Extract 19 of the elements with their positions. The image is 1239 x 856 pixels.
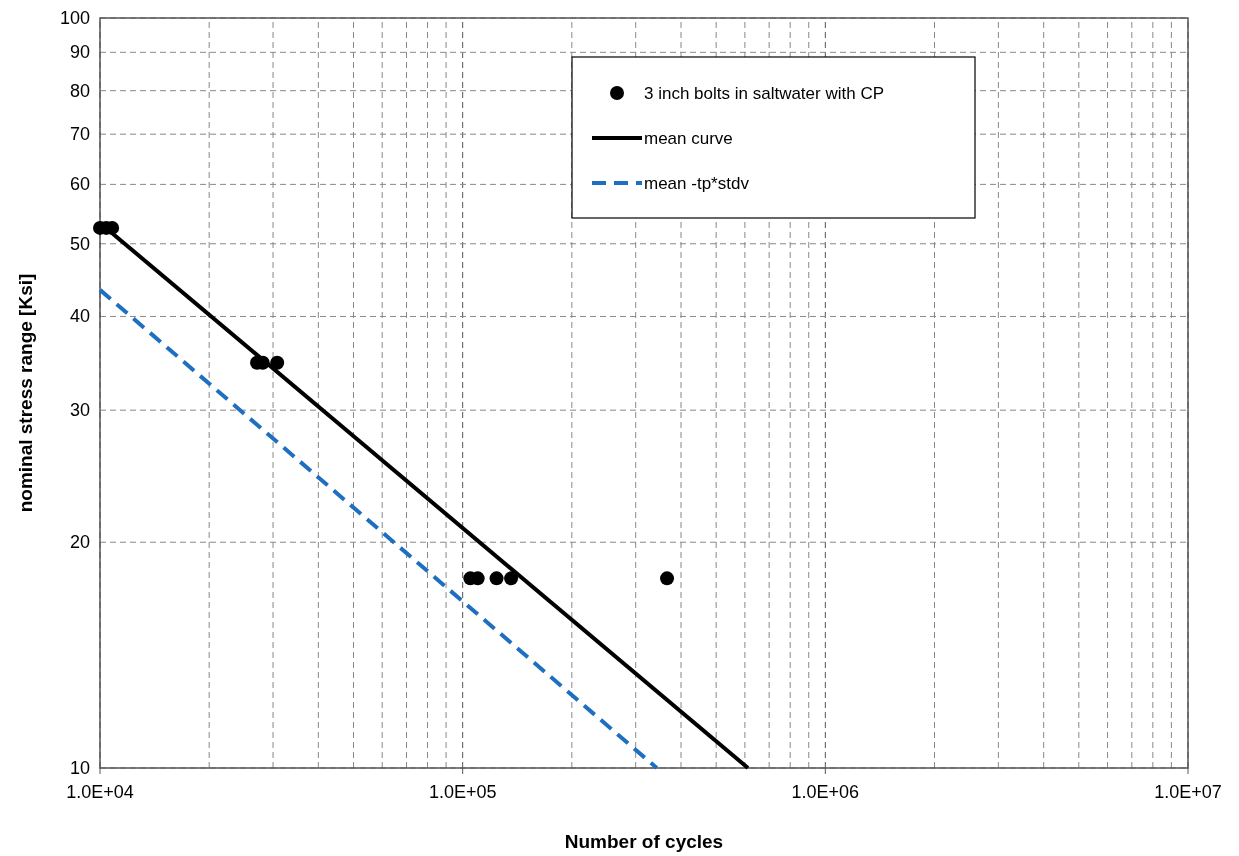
y-tick-label: 10 [69, 758, 90, 778]
y-tick-label: 80 [69, 80, 90, 101]
y-tick-label: 20 [69, 532, 90, 553]
y-tick-label: 30 [69, 400, 90, 421]
legend-label: mean -tp*stdv [644, 174, 750, 193]
legend-label: 3 inch bolts in saltwater with CP [644, 84, 884, 103]
x-tick-label: 1.0E+07 [1154, 782, 1222, 802]
legend-label: mean curve [644, 129, 733, 148]
y-tick-label: 70 [69, 124, 90, 145]
y-tick-label: 90 [69, 42, 90, 63]
y-tick-label: 60 [69, 174, 90, 195]
x-axis-title: Number of cycles [564, 831, 724, 852]
x-tick-label: 1.0E+05 [428, 782, 497, 802]
y-tick-label: 100 [59, 8, 90, 28]
y-axis-title: nominal stress range [Ksi] [15, 273, 36, 513]
y-tick-label: 40 [69, 306, 90, 327]
x-tick-label: 1.0E+04 [66, 782, 134, 802]
x-tick-label: 1.0E+06 [791, 782, 860, 802]
y-tick-label: 50 [69, 233, 90, 254]
